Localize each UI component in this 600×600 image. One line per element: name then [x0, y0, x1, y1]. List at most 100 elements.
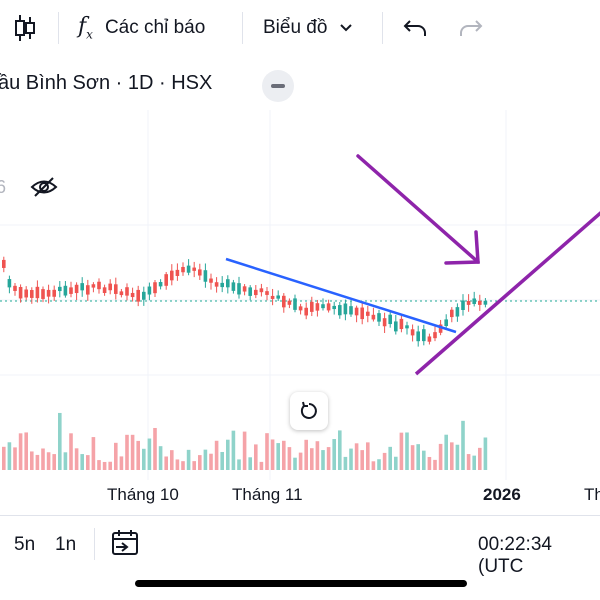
- redo-icon: [460, 20, 483, 36]
- symbol-title[interactable]: ầu Bình Sơn · 1D · HSX: [0, 72, 213, 94]
- go-to-date-icon[interactable]: [110, 528, 140, 563]
- candle-body: [326, 303, 331, 311]
- chart-type-button[interactable]: Biểu đồ: [263, 0, 353, 56]
- timezone-clock[interactable]: 00:22:34 (UTC: [478, 534, 552, 577]
- candle-body: [349, 306, 353, 315]
- range-5y-button[interactable]: 5n: [14, 534, 36, 555]
- volume-bar: [220, 451, 224, 470]
- volume-bar: [181, 461, 185, 470]
- volume-bar: [147, 438, 152, 470]
- annotation-arrow: [356, 154, 480, 265]
- volume-bar: [315, 441, 320, 470]
- candle-body: [192, 267, 196, 271]
- candle-body: [416, 331, 420, 342]
- candle-body: [433, 332, 437, 339]
- candle-body: [147, 286, 152, 295]
- candle-body: [310, 301, 314, 312]
- volume-bar: [310, 448, 314, 470]
- volume-bar: [366, 442, 370, 470]
- volume-bar: [24, 432, 28, 470]
- candle-body: [265, 291, 269, 295]
- home-indicator: [135, 580, 467, 587]
- volume-bar: [377, 459, 381, 470]
- volume-bar: [343, 456, 348, 470]
- chevron-down-icon: [339, 17, 353, 39]
- volume-bar: [254, 444, 258, 470]
- candle-body: [69, 287, 73, 294]
- candle-body: [248, 287, 252, 296]
- volume-bar: [405, 432, 409, 470]
- candle-body: [226, 279, 230, 288]
- toolbar-divider: [242, 12, 243, 44]
- volume-bar: [472, 455, 476, 470]
- candle-body: [18, 287, 23, 299]
- volume-bar: [35, 454, 40, 470]
- candle-body: [114, 284, 118, 294]
- volume-bar: [91, 437, 96, 470]
- x-axis-label: Th: [584, 485, 600, 504]
- candle-body: [58, 286, 62, 292]
- volume-bar: [13, 447, 17, 470]
- candle-body: [388, 314, 392, 325]
- eye-off-icon[interactable]: [30, 177, 58, 197]
- candle-body: [276, 295, 280, 299]
- volume-bar: [158, 446, 163, 470]
- volume-bar: [382, 452, 387, 470]
- volume-bar: [349, 448, 353, 470]
- reset-chart-button[interactable]: [290, 392, 328, 430]
- volume-bar: [80, 454, 84, 470]
- volume-bar: [136, 440, 140, 470]
- undo-icon: [403, 20, 426, 36]
- bottom-toolbar: 5n 1n 00:22:34 (UTC: [0, 515, 600, 577]
- volume-bar: [52, 454, 56, 470]
- volume-bar: [142, 448, 146, 470]
- candle-body: [63, 285, 68, 296]
- up-support-line: [414, 211, 600, 376]
- toolbar-divider: [382, 12, 383, 44]
- volume-bar: [326, 447, 331, 470]
- volume-bar: [321, 450, 325, 470]
- candle-body: [130, 292, 135, 298]
- candle-body: [410, 329, 415, 336]
- volume-bar: [360, 450, 364, 470]
- volume-bar: [478, 447, 482, 470]
- candle-body: [80, 283, 84, 291]
- volume-bar: [226, 439, 230, 470]
- symbol-legend: ầu Bình Sơn · 1D · HSX: [0, 66, 600, 106]
- volume-bar: [466, 454, 471, 470]
- volume-bar: [338, 430, 342, 470]
- candle-body: [181, 266, 185, 273]
- volume-bars: [2, 412, 488, 470]
- collapse-legend-button[interactable]: [262, 70, 294, 102]
- chart-type-label: Biểu đồ: [263, 17, 328, 38]
- candle-body: [125, 287, 129, 296]
- legend-partial-value: 6: [0, 177, 6, 197]
- range-1y-button[interactable]: 1n: [55, 534, 77, 555]
- undo-button[interactable]: [402, 0, 428, 56]
- candle-body: [382, 318, 387, 327]
- redo-button[interactable]: [458, 0, 484, 56]
- volume-bar: [164, 456, 168, 470]
- volume-bar: [259, 461, 264, 470]
- candle-body: [214, 282, 219, 287]
- candle-body: [298, 306, 303, 311]
- candle-body: [270, 295, 275, 299]
- candle-body: [186, 265, 191, 273]
- volume-bar: [371, 461, 376, 470]
- price-chart[interactable]: 6 Tháng 10 Tháng 11 2026 Th: [0, 110, 600, 510]
- candle-body: [478, 300, 482, 305]
- candle-body: [354, 307, 359, 316]
- volume-bar: [2, 446, 6, 470]
- candle-body: [338, 305, 342, 316]
- candle-body: [74, 284, 79, 294]
- volume-bar: [175, 459, 180, 470]
- candlesticks: [2, 256, 488, 347]
- candles-icon[interactable]: [14, 0, 36, 56]
- volume-bar: [58, 412, 62, 470]
- volume-bar: [455, 444, 460, 470]
- indicators-button[interactable]: fx Các chỉ báo: [78, 0, 205, 56]
- candle-body: [366, 311, 370, 316]
- candle-body: [30, 290, 34, 298]
- down-trendline: [225, 257, 457, 334]
- candle-body: [371, 314, 376, 320]
